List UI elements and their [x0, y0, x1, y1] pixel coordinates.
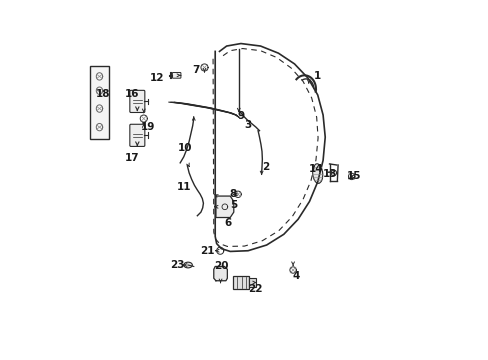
Text: 2: 2 — [262, 162, 269, 172]
Text: 23: 23 — [170, 260, 184, 270]
Text: 21: 21 — [199, 246, 214, 256]
Bar — [233, 276, 248, 289]
FancyBboxPatch shape — [130, 90, 144, 112]
Text: 6: 6 — [224, 218, 232, 228]
Text: 11: 11 — [176, 182, 191, 192]
Text: 4: 4 — [292, 271, 299, 282]
Text: 14: 14 — [308, 164, 323, 174]
Polygon shape — [216, 196, 233, 217]
Text: 19: 19 — [141, 122, 155, 132]
Text: 13: 13 — [322, 168, 337, 179]
Text: 20: 20 — [214, 261, 228, 271]
Polygon shape — [213, 266, 227, 281]
Ellipse shape — [312, 164, 322, 183]
Bar — [248, 278, 255, 287]
Text: 7: 7 — [192, 65, 200, 75]
Text: 12: 12 — [149, 73, 164, 83]
Bar — [90, 66, 108, 139]
Text: 18: 18 — [96, 89, 110, 99]
FancyBboxPatch shape — [130, 124, 144, 147]
Text: 10: 10 — [178, 143, 192, 153]
Text: 22: 22 — [247, 284, 262, 294]
Ellipse shape — [183, 262, 192, 268]
Text: 1: 1 — [313, 71, 321, 81]
Text: 15: 15 — [346, 171, 361, 181]
Text: 3: 3 — [244, 120, 251, 130]
FancyBboxPatch shape — [172, 72, 181, 78]
Polygon shape — [330, 170, 336, 176]
Text: 5: 5 — [230, 200, 237, 210]
Text: 8: 8 — [229, 189, 236, 199]
Text: 9: 9 — [237, 111, 244, 121]
Text: 16: 16 — [124, 89, 139, 99]
Text: 17: 17 — [124, 153, 139, 163]
